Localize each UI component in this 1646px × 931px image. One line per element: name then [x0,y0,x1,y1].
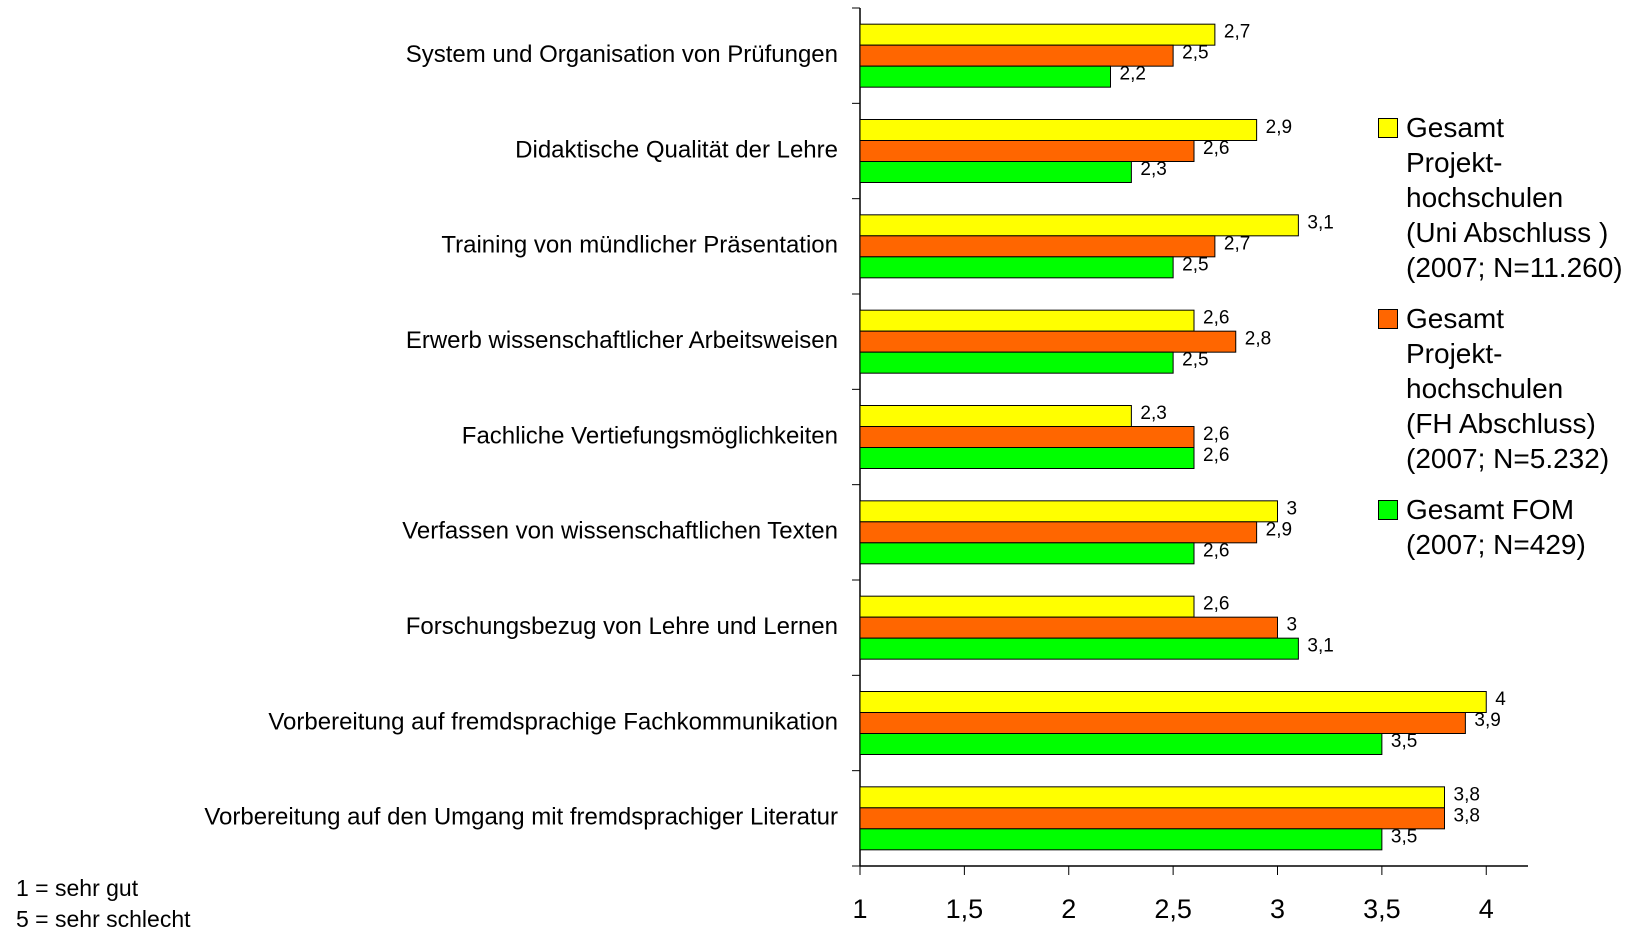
bar [859,161,1132,183]
bar [859,256,1174,279]
bar [859,828,1383,851]
legend-label: Gesamt Projekt- hochschulen (FH Abschlus… [1406,303,1610,474]
value-label: 2,5 [1182,43,1208,64]
legend-label: Gesamt Projekt- hochschulen (Uni Abschlu… [1406,112,1623,283]
x-tick-label: 1 [852,894,867,924]
value-label: 3,8 [1454,805,1480,826]
bar [859,330,1237,353]
bar [859,65,1111,88]
category-label: Vorbereitung auf den Umgang mit fremdspr… [204,804,838,831]
value-label: 3 [1287,615,1298,636]
bar [859,712,1466,734]
category-label: Verfassen von wissenschaftlichen Texten [402,518,838,545]
bar [859,807,1445,830]
value-label: 2,9 [1266,117,1292,138]
bar [859,691,1487,713]
legend-swatch [1378,309,1398,329]
legend-label: Gesamt FOM (2007; N=429) [1406,494,1586,560]
bar [859,309,1195,332]
bar [859,500,1278,523]
value-label: 2,6 [1203,445,1229,466]
bar [859,351,1174,374]
value-label: 2,7 [1224,22,1250,43]
value-label: 2,3 [1140,403,1166,424]
value-label: 2,8 [1245,329,1271,350]
category-label: Vorbereitung auf fremdsprachige Fachkomm… [268,708,838,735]
legend-item: Gesamt Projekt- hochschulen (Uni Abschlu… [1378,110,1643,285]
x-tick-label: 1,5 [946,894,984,924]
x-tick-label: 3,5 [1363,894,1401,924]
note: 1 = sehr gut [16,875,139,901]
bar [859,426,1195,448]
value-label: 3,5 [1391,826,1417,847]
value-label: 2,6 [1203,424,1229,445]
category-label: Fachliche Vertiefungsmöglichkeiten [462,422,838,449]
value-label: 3,1 [1307,212,1333,233]
bar [859,637,1299,660]
value-label: 2,9 [1266,519,1292,540]
bar [859,542,1195,565]
value-label: 3,1 [1307,636,1333,657]
value-label: 2,6 [1203,540,1229,561]
bar [859,616,1278,639]
value-label: 2,5 [1182,350,1208,371]
bar [859,23,1216,46]
value-label: 2,6 [1203,308,1229,329]
bar [859,786,1445,809]
x-tick-label: 3 [1270,894,1285,924]
category-label: System und Organisation von Prüfungen [406,41,838,68]
bar [859,595,1195,618]
note: 5 = sehr schlecht [16,906,191,931]
legend-item: Gesamt FOM (2007; N=429) [1378,492,1643,562]
value-label: 2,6 [1203,594,1229,615]
category-label: Erwerb wissenschaftlicher Arbeitsweisen [406,327,838,354]
legend-item: Gesamt Projekt- hochschulen (FH Abschlus… [1378,301,1643,476]
legend-swatch [1378,118,1398,138]
bar [859,235,1216,258]
value-label: 3,8 [1454,784,1480,805]
value-label: 2,3 [1140,159,1166,180]
bar [859,405,1132,427]
bar [859,733,1383,755]
bar [859,521,1258,544]
value-label: 2,5 [1182,254,1208,275]
category-label: Forschungsbezug von Lehre und Lernen [406,613,838,640]
x-tick-label: 2 [1061,894,1076,924]
value-label: 3 [1287,498,1298,519]
x-tick-label: 2,5 [1154,894,1192,924]
value-label: 2,7 [1224,233,1250,254]
value-label: 3,5 [1391,731,1417,752]
value-label: 4 [1495,689,1506,710]
category-label: Training von mündlicher Präsentation [441,232,838,259]
value-label: 2,2 [1120,64,1146,85]
value-label: 3,9 [1474,710,1500,731]
bar [859,447,1195,469]
bar [859,119,1258,141]
value-label: 2,6 [1203,138,1229,159]
x-tick-label: 4 [1479,894,1494,924]
category-label: Didaktische Qualität der Lehre [515,136,838,163]
legend-swatch [1378,500,1398,520]
legend: Gesamt Projekt- hochschulen (Uni Abschlu… [1378,110,1643,578]
